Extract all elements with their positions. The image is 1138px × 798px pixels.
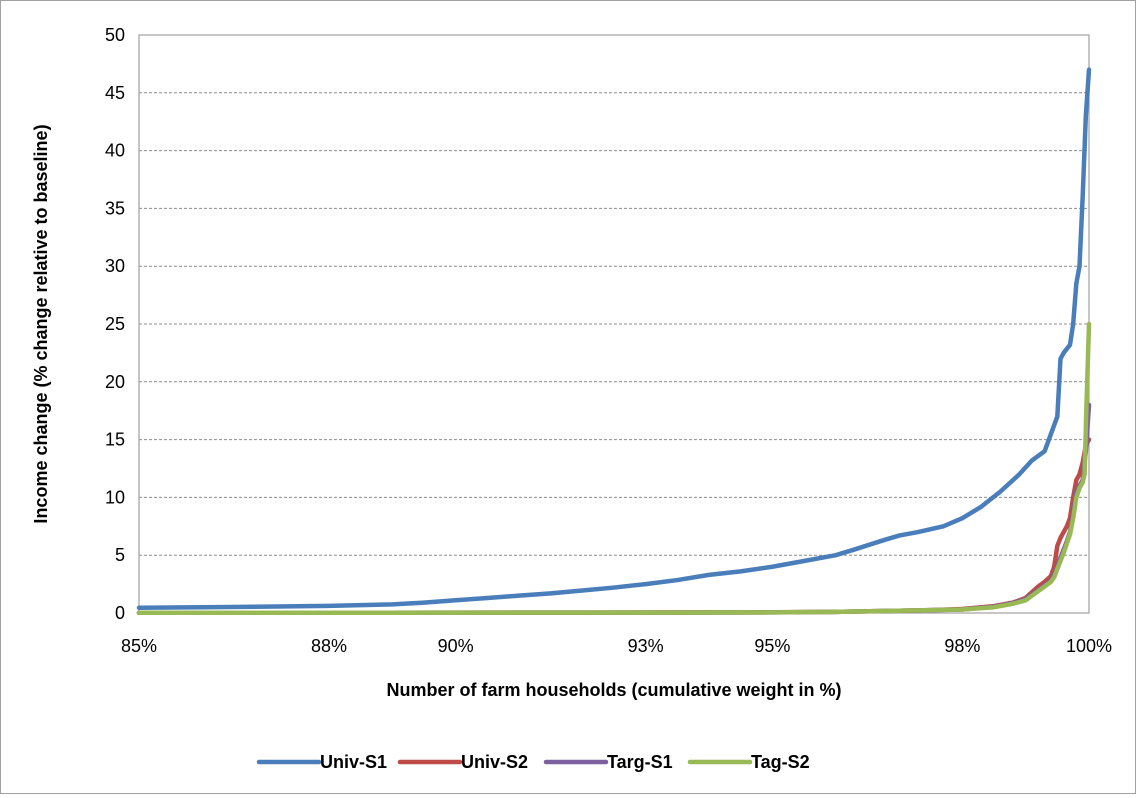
legend-label: Univ-S1 [320,752,387,772]
x-tick-label: 98% [944,636,980,656]
series-line-targ-s1 [136,402,1092,616]
y-tick-label: 30 [105,256,125,276]
y-axis-tick-labels: 0 5 10 15 20 25 30 35 40 45 50 [105,25,125,623]
legend-label: Targ-S1 [607,752,673,772]
gridlines [139,92,1089,556]
y-tick-label: 40 [105,141,125,161]
x-tick-label: 93% [628,636,664,656]
y-tick-label: 25 [105,314,125,334]
legend-label: Tag-S2 [751,752,810,772]
x-tick-label: 88% [311,636,347,656]
y-tick-label: 15 [105,430,125,450]
legend-label: Univ-S2 [461,752,528,772]
x-tick-label: 95% [754,636,790,656]
x-tick-label: 90% [438,636,474,656]
legend: Univ-S1 Univ-S2 Targ-S1 Tag-S2 [256,752,810,772]
y-tick-label: 50 [105,25,125,45]
y-tick-label: 35 [105,198,125,218]
series-line-tag-s2 [136,321,1092,616]
x-tick-label: 85% [121,636,157,656]
y-tick-label: 45 [105,83,125,103]
y-tick-label: 10 [105,487,125,507]
x-tick-label: 100% [1066,636,1112,656]
series-line-univ-s1 [136,67,1092,611]
series-lines [136,67,1092,616]
y-tick-label: 0 [115,603,125,623]
y-tick-label: 5 [115,545,125,565]
y-tick-label: 20 [105,372,125,392]
y-axis-title: Income change (% change relative to base… [31,124,51,523]
x-axis-title: Number of farm households (cumulative we… [386,680,841,700]
x-axis-tick-labels: 85% 88% 90% 93% 95% 98% 100% [121,636,1112,656]
